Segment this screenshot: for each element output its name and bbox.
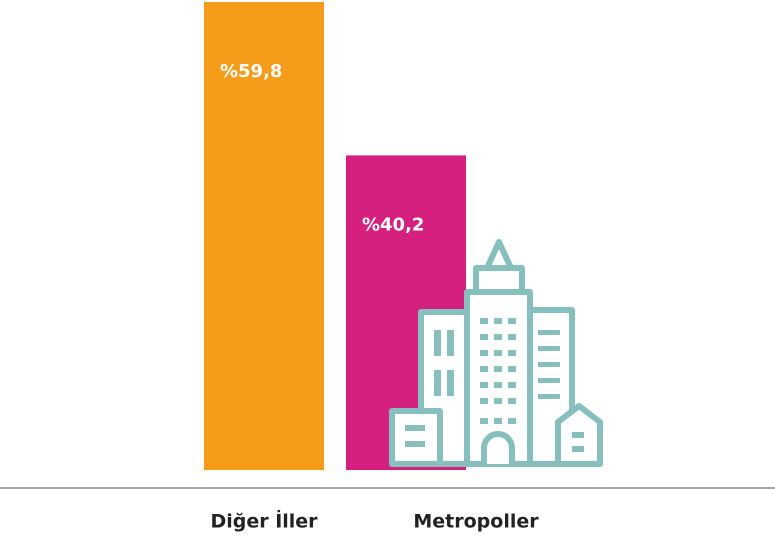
bar (204, 2, 324, 470)
value-label: %40,2 (362, 214, 424, 235)
building-icon (389, 239, 603, 467)
value-label: %59,8 (220, 61, 282, 82)
x-tick-label: Metropoller (413, 511, 539, 533)
labels: %59,8 Diğer İller %40,2 Metropoller (210, 61, 539, 533)
x-tick-label: Diğer İller (210, 509, 318, 533)
